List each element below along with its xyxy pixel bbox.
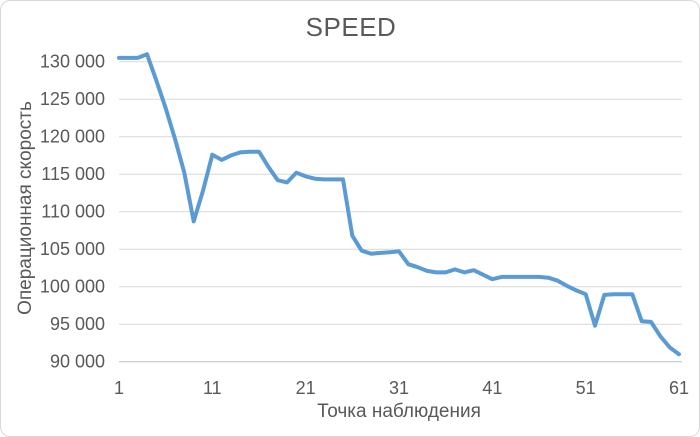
y-tick-label: 90 000 (50, 352, 105, 372)
y-tick-label: 130 000 (40, 52, 105, 72)
y-tick-label: 105 000 (40, 239, 105, 259)
x-tick-label: 61 (669, 378, 689, 398)
y-tick-label: 110 000 (41, 202, 105, 222)
x-tick-label: 11 (203, 378, 222, 398)
y-tick-label: 95 000 (50, 314, 105, 334)
x-axis-title: Точка наблюдения (317, 401, 481, 422)
x-tick-label: 31 (389, 378, 409, 398)
series-line-speed (117, 52, 681, 357)
y-tick-label: 115 000 (41, 164, 105, 184)
chart-title: SPEED (305, 12, 397, 42)
x-tick-label: 1 (114, 378, 124, 398)
x-tick-label: 51 (576, 378, 596, 398)
y-tick-label: 100 000 (40, 277, 105, 297)
x-tick-label: 21 (296, 378, 316, 398)
y-axis-title: Операционная скорость (15, 101, 36, 315)
y-tick-label: 120 000 (40, 127, 105, 147)
x-tick-label: 41 (482, 378, 502, 398)
y-tick-label: 125 000 (40, 89, 105, 109)
